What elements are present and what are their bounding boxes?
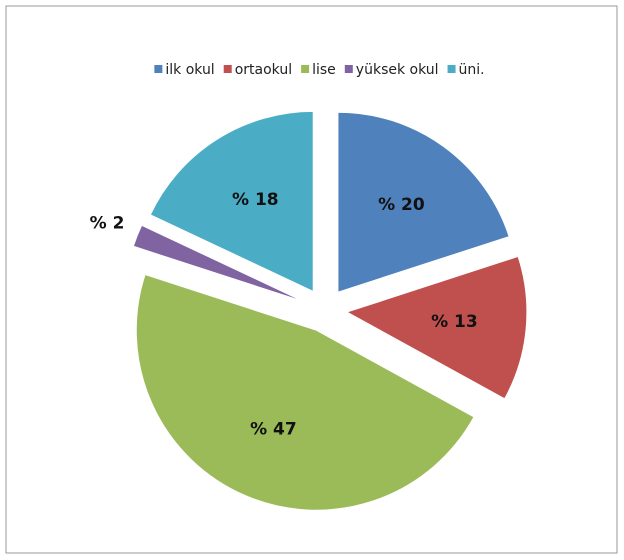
legend-swatch	[223, 65, 232, 73]
legend-swatch	[447, 65, 456, 73]
legend-label: üni.	[459, 62, 485, 78]
data-label: % 20	[378, 195, 425, 215]
legend-label: ortaokul	[235, 62, 292, 78]
legend-label: yüksek okul	[356, 62, 439, 78]
data-label: % 47	[250, 419, 297, 439]
legend-label: ilk okul	[165, 62, 214, 78]
legend-swatch	[344, 65, 353, 73]
data-label: % 13	[431, 312, 478, 332]
legend-label: lise	[312, 62, 336, 78]
data-label: % 18	[232, 190, 279, 210]
pie-slice	[135, 273, 475, 511]
pie-slice	[149, 110, 314, 293]
pie-slice	[345, 255, 528, 400]
legend-swatch	[154, 65, 163, 73]
pie-slice	[132, 224, 305, 303]
data-label: % 2	[90, 214, 125, 234]
legend-swatch	[301, 65, 310, 73]
pie-slice	[337, 111, 510, 293]
